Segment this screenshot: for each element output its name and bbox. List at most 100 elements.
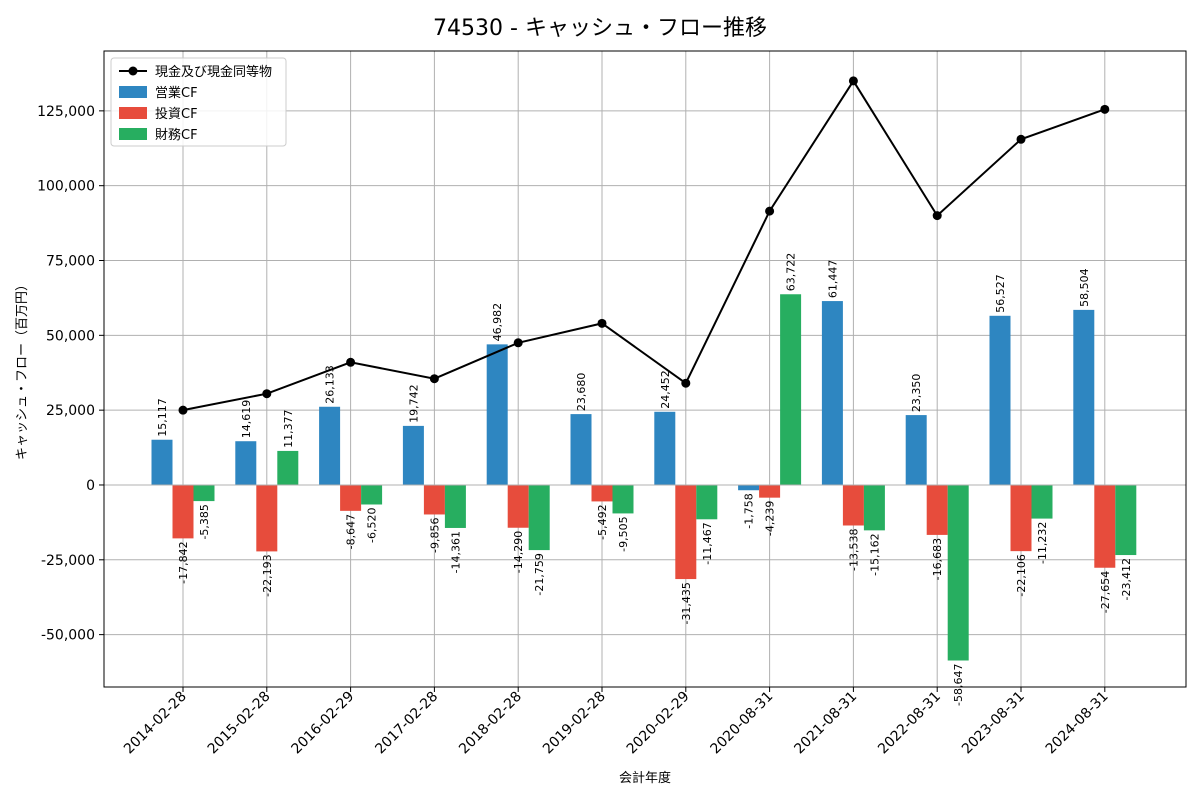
y-axis-label: キャッシュ・フロー（百万円） [15,278,30,460]
data-label: -22,193 [261,554,274,596]
data-label: -21,759 [533,553,546,595]
bar-operating-cf [570,414,592,485]
cash-equivalents-point [932,211,942,221]
x-tick-label: 2014-02-28 [121,689,190,758]
x-tick-label: 2023-08-31 [959,689,1028,758]
bar-operating-cf [738,484,760,491]
y-tick-label: -50,000 [41,628,95,644]
legend-label: 財務CF [155,128,198,143]
bar-financing-cf [696,484,718,520]
data-label: -11,232 [1036,522,1049,564]
x-tick-label: 2020-02-29 [624,689,693,758]
y-tick-label: -25,000 [41,553,95,569]
legend-swatch-marker [128,66,138,76]
data-label: -1,758 [743,493,756,528]
data-label: 61,447 [826,260,839,299]
data-label: 19,742 [407,384,420,423]
data-label: -22,106 [1015,554,1028,596]
bar-investing-cf [591,484,613,502]
bar-financing-cf [361,484,383,505]
cash-equivalents-line [182,79,1106,412]
bar-operating-cf [235,441,257,485]
bar-operating-cf [319,406,341,485]
cash-equivalents-point [597,318,607,328]
data-label: -17,842 [177,541,190,583]
bar-financing-cf [612,484,634,514]
bar-investing-cf [1010,484,1032,552]
data-label: 26,133 [324,365,337,404]
x-tick-label: 2017-02-28 [372,689,441,758]
y-tick-label: 0 [86,478,95,494]
plot-frame [103,50,1187,688]
legend-label: 現金及び現金同等物 [155,64,272,80]
data-label: 23,350 [910,374,923,413]
bar-operating-cf [905,415,927,485]
legend-box [110,57,287,147]
legend-swatch [119,107,147,119]
x-tick-label: 2022-08-31 [875,689,944,758]
bar-operating-cf [821,301,843,485]
data-label: -5,492 [596,504,609,539]
data-label: -6,520 [366,507,379,542]
legend-swatch [119,128,147,140]
bar-financing-cf [863,484,885,531]
y-tick-label: 125,000 [37,104,95,120]
data-label: -14,290 [512,531,525,573]
data-label: -5,385 [198,504,211,539]
data-label: -14,361 [449,531,462,573]
y-tick-label: 75,000 [46,254,95,270]
x-tick-label: 2020-08-31 [708,689,777,758]
bar-financing-cf [277,450,299,485]
x-tick-label: 2019-02-28 [540,689,609,758]
bar-operating-cf [402,425,424,485]
data-label: -23,412 [1120,558,1133,600]
bar-investing-cf [842,484,864,526]
chart-title: 74530 - キャッシュ・フロー推移 [433,16,767,41]
legend-label: 投資CF [155,106,198,122]
bar-operating-cf [989,315,1011,485]
cash-equivalents-point [1100,104,1110,114]
bar-investing-cf [507,484,529,528]
bar-operating-cf [151,439,173,485]
bar-financing-cf [193,484,215,502]
data-label: -9,856 [428,517,441,552]
bar-financing-cf [780,294,802,485]
data-label: -27,654 [1099,571,1112,613]
data-label: 23,680 [575,373,588,412]
bar-operating-cf [1073,309,1095,485]
data-label: 11,377 [282,409,295,448]
data-label: -16,683 [931,538,944,580]
data-label: -31,435 [680,582,693,624]
x-tick-label: 2015-02-28 [205,689,274,758]
bar-investing-cf [172,484,194,539]
x-tick-label: 2021-08-31 [791,689,860,758]
data-label: -58,647 [952,664,965,706]
bar-financing-cf [947,484,969,661]
data-label: 56,527 [994,274,1007,313]
cash-equivalents-point [346,357,356,367]
bar-investing-cf [675,484,697,580]
bar-financing-cf [1115,484,1137,556]
data-label: -15,162 [868,533,881,575]
legend-swatch [119,86,147,98]
cash-equivalents-point [848,76,858,86]
bar-financing-cf [444,484,466,528]
cash-equivalents-point [178,405,188,415]
bar-operating-cf [486,344,508,485]
cash-equivalents-point [429,374,439,384]
y-tick-label: 100,000 [37,179,95,195]
legend-label: 営業CF [155,85,198,101]
x-axis-label: 会計年度 [619,770,671,786]
cash-equivalents-point [513,338,523,348]
bar-investing-cf [1094,484,1116,568]
x-tick-label: 2018-02-28 [456,689,525,758]
y-tick-label: 25,000 [46,403,95,419]
cash-equivalents-point [1016,134,1026,144]
data-label: 24,452 [659,370,672,409]
data-label: -8,647 [345,514,358,549]
data-label: 15,117 [156,398,169,437]
cash-equivalents-point [765,206,775,216]
bar-investing-cf [423,484,445,515]
